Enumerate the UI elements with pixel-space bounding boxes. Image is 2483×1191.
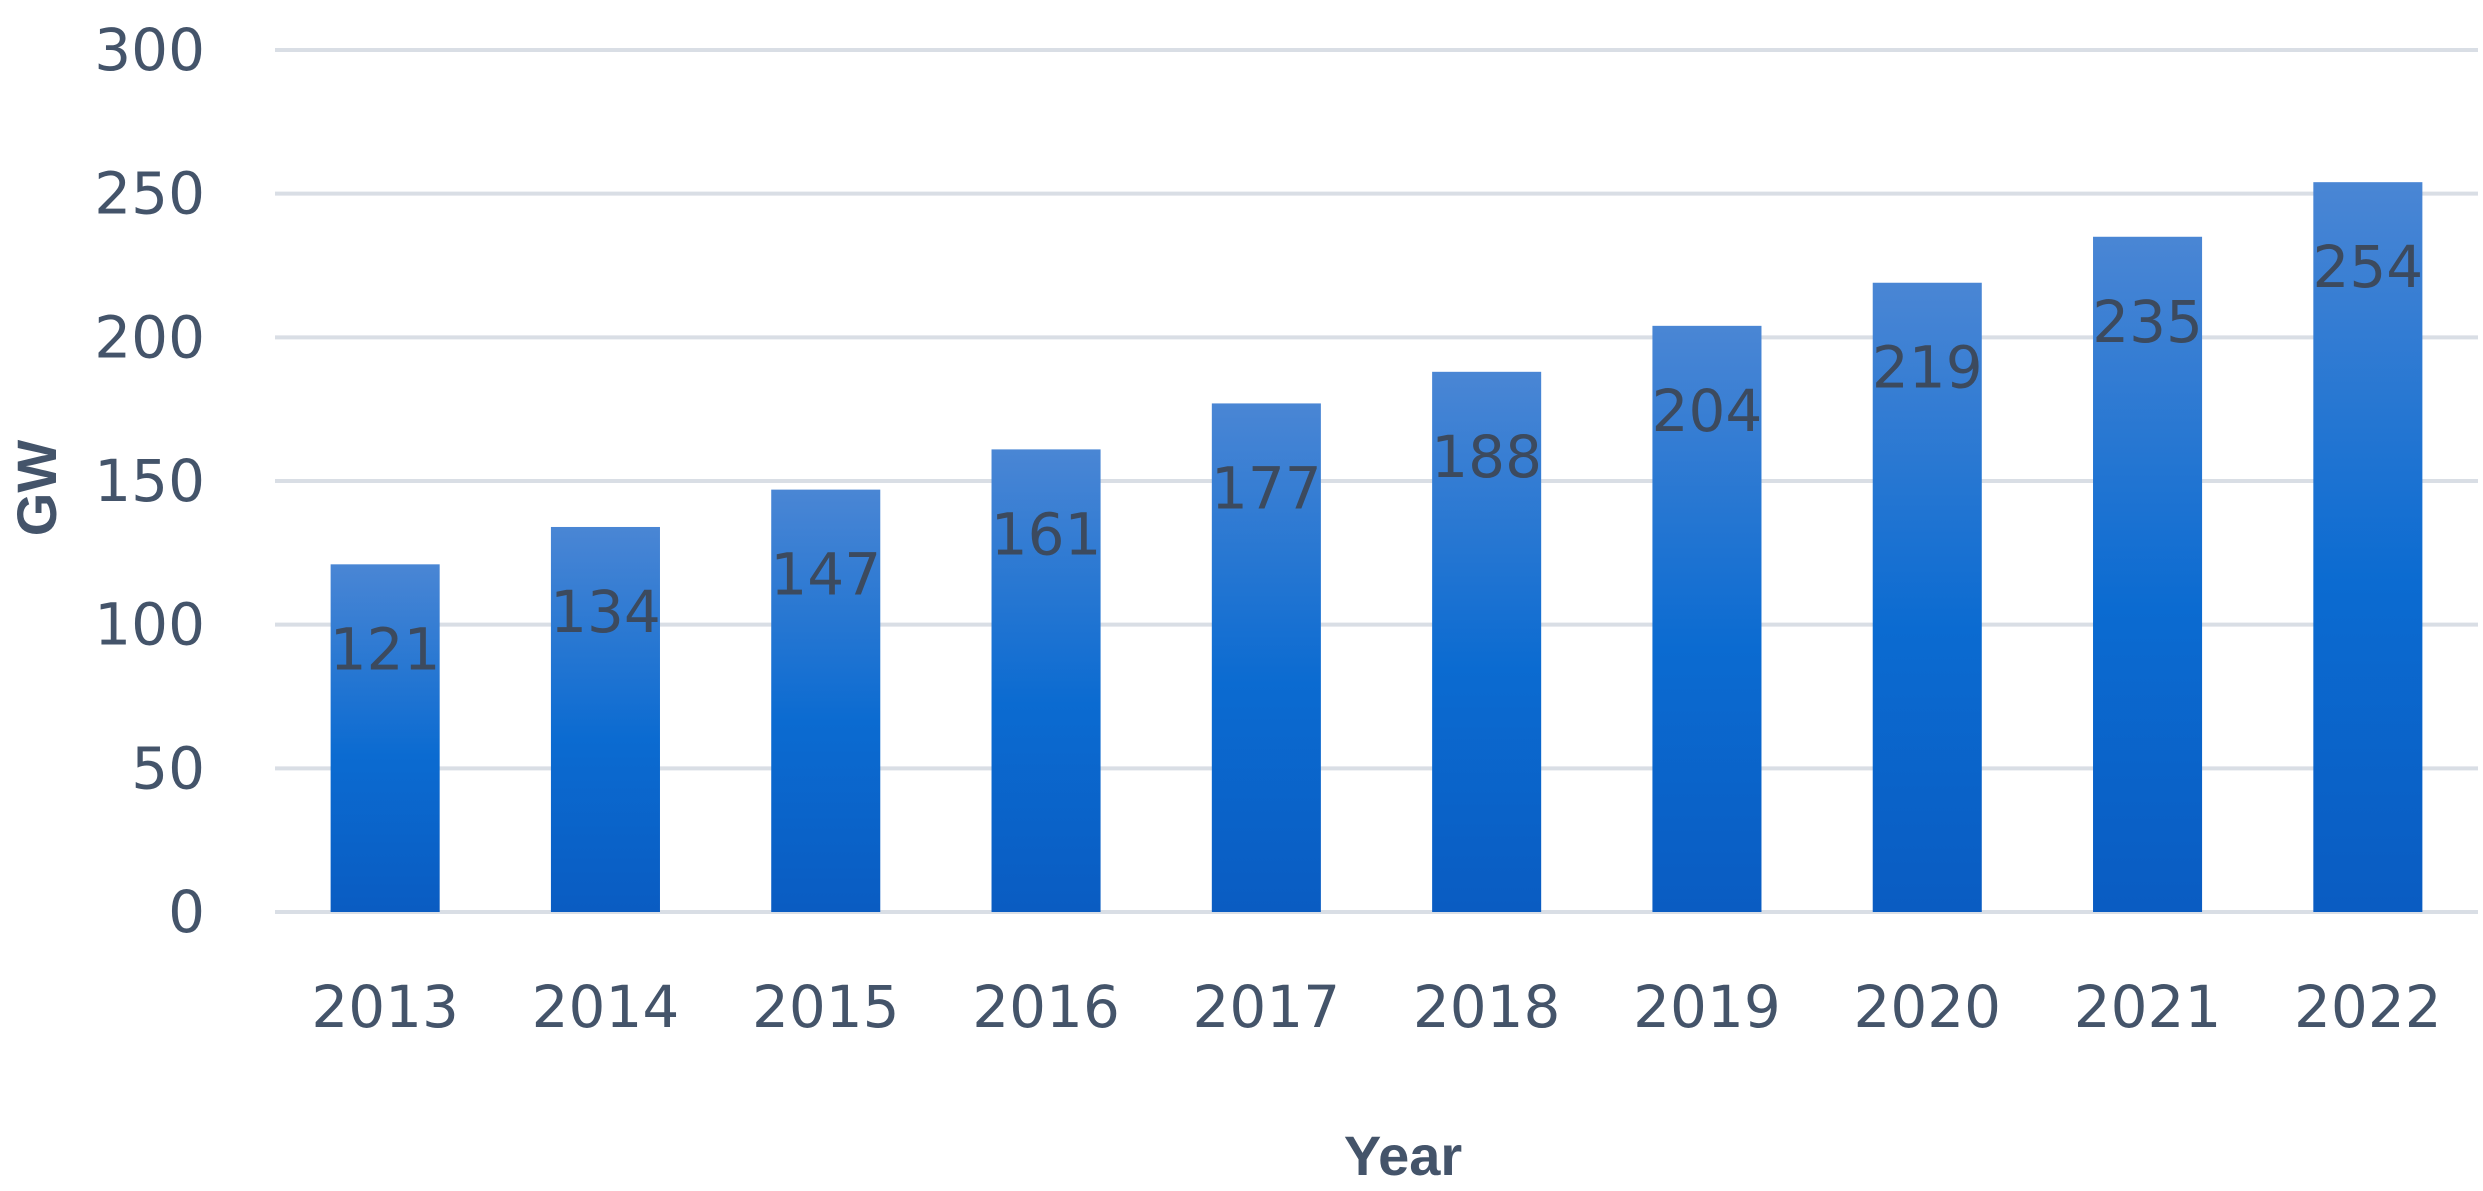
bar — [2093, 236, 2203, 912]
data-label: 177 — [1211, 454, 1322, 522]
data-label: 134 — [550, 578, 661, 646]
data-label: 161 — [991, 500, 1102, 568]
x-tick-label: 2013 — [311, 973, 459, 1041]
x-tick-label: 2021 — [2074, 973, 2222, 1041]
bar — [991, 449, 1101, 912]
bar — [1211, 403, 1321, 912]
x-tick-label: 2022 — [2294, 973, 2442, 1041]
x-tick-label: 2017 — [1193, 973, 1341, 1041]
data-label: 147 — [770, 541, 881, 609]
y-tick-label: 100 — [94, 591, 205, 659]
y-axis-title: GW — [5, 440, 68, 537]
bar — [2313, 182, 2423, 912]
x-axis-ticks: 2013 2014 2015 2016 2017 2018 2019 2020 2021 2022 — [311, 973, 2441, 1041]
y-tick-label: 250 — [94, 160, 205, 228]
x-tick-label: 2020 — [1853, 973, 2001, 1041]
y-tick-label: 50 — [131, 734, 205, 802]
data-label: 219 — [1872, 334, 1983, 402]
data-label: 121 — [330, 615, 441, 683]
x-tick-label: 2018 — [1413, 973, 1561, 1041]
x-tick-label: 2014 — [532, 973, 680, 1041]
data-labels: 121 134 147 161 177 188 204 219 235 254 — [330, 233, 2423, 683]
x-axis-title: Year — [1344, 1124, 1462, 1187]
bar — [1652, 325, 1762, 913]
bar — [330, 564, 440, 912]
data-label: 235 — [2092, 288, 2203, 356]
bar — [771, 489, 881, 912]
x-tick-label: 2015 — [752, 973, 900, 1041]
y-axis-ticks: 0 50 100 150 200 250 300 — [94, 16, 205, 946]
bar — [1872, 282, 1982, 912]
x-tick-label: 2019 — [1633, 973, 1781, 1041]
y-tick-label: 150 — [94, 447, 205, 515]
y-tick-label: 0 — [168, 878, 205, 946]
data-label: 188 — [1431, 423, 1542, 491]
x-tick-label: 2016 — [972, 973, 1120, 1041]
y-tick-label: 300 — [94, 16, 205, 84]
bar — [1432, 371, 1542, 912]
bars — [330, 182, 2423, 913]
data-label: 204 — [1652, 377, 1763, 445]
data-label: 254 — [2312, 233, 2423, 301]
bar — [550, 526, 660, 912]
y-tick-label: 200 — [94, 303, 205, 371]
